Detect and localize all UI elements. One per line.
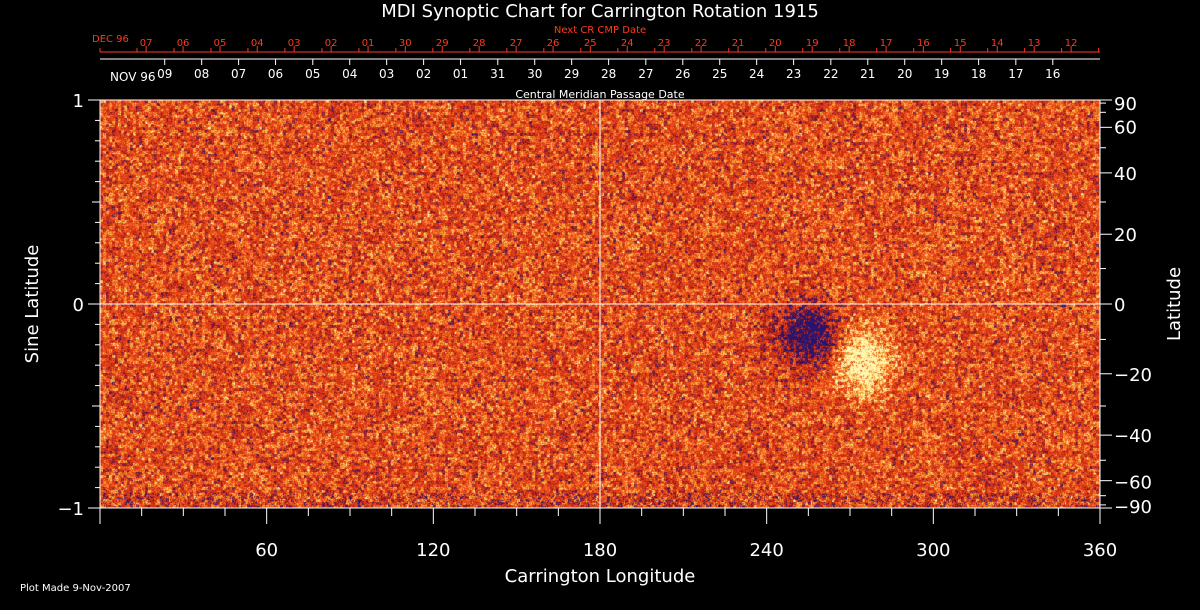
y-axis-right-tick-label: −40	[1114, 426, 1152, 447]
plot-made-note: Plot Made 9-Nov-2007	[20, 583, 131, 594]
date-axis-tick-label: 20	[897, 67, 912, 81]
date-axis-tick-label: 03	[379, 67, 394, 81]
y-axis-right-tick-label: 60	[1114, 117, 1137, 138]
x-axis-tick-label: 60	[255, 540, 278, 561]
y-axis-right-tick-label: −90	[1114, 497, 1152, 518]
date-axis-tick-label: 05	[305, 67, 320, 81]
y-axis-right-tick-label: 0	[1114, 295, 1125, 316]
y-axis-right-label: Latitude	[1164, 267, 1185, 341]
top-axis-tick-label: 06	[177, 38, 190, 49]
top-axis-tick-label: 03	[288, 38, 301, 49]
top-axis-tick-label: 24	[621, 38, 634, 49]
chart-title: MDI Synoptic Chart for Carrington Rotati…	[381, 1, 819, 22]
y-axis-left-label: Sine Latitude	[22, 245, 43, 364]
date-axis-tick-label: 01	[453, 67, 468, 81]
date-axis-tick-label: 18	[971, 67, 986, 81]
top-axis-tick-label: 12	[1065, 38, 1078, 49]
top-axis-tick-label: 14	[991, 38, 1004, 49]
date-axis-tick-label: 17	[1008, 67, 1023, 81]
date-axis-tick-label: 21	[860, 67, 875, 81]
top-axis-tick-label: 29	[436, 38, 449, 49]
date-axis-tick-label: 16	[1045, 67, 1060, 81]
y-axis-right-tick-label: 90	[1114, 94, 1137, 115]
top-axis-title: Next CR CMP Date	[554, 25, 646, 36]
x-axis-tick-label: 240	[749, 540, 783, 561]
date-axis-tick-label: 19	[934, 67, 949, 81]
x-axis-label: Carrington Longitude	[505, 566, 696, 587]
date-axis-tick-label: 25	[712, 67, 727, 81]
x-axis-tick-label: 180	[583, 540, 617, 561]
date-axis-month-label: NOV 96	[110, 70, 156, 84]
date-axis-tick-label: 23	[786, 67, 801, 81]
cmp-date-axis: 09 08 07 06 05 04 03 02 01 31 30 29 28 27 26 25 24 23 22 21…	[100, 58, 1100, 81]
date-axis-tick-label: 24	[749, 67, 764, 81]
date-axis-tick-label: 30	[527, 67, 542, 81]
date-axis-tick-label: 09	[157, 67, 172, 81]
y-axis-right-tick-label: −20	[1114, 365, 1152, 386]
top-axis-tick-label: 05	[214, 38, 227, 49]
y-axis-left-tick-label: 0	[73, 295, 84, 316]
y-axis-left: 1 0 −1	[57, 91, 100, 520]
date-axis-title: Central Meridian Passage Date	[515, 88, 684, 101]
top-axis-tick-label: 19	[806, 38, 819, 49]
date-axis-tick-label: 29	[564, 67, 579, 81]
top-axis-tick-label: 02	[325, 38, 338, 49]
top-axis-tick-label: 04	[251, 38, 264, 49]
top-date-axis: 07 06 05 04 03 02 01 30 29 28 27 26 25 24 23 22 21 20 19 18…	[99, 38, 1100, 53]
y-axis-left-tick-label: 1	[73, 91, 84, 112]
top-axis-tick-label: 22	[695, 38, 708, 49]
top-axis-tick-label: 25	[584, 38, 597, 49]
top-axis-tick-label: 27	[510, 38, 523, 49]
date-axis-tick-label: 08	[194, 67, 209, 81]
top-axis-tick-label: 30	[399, 38, 412, 49]
top-axis-tick-label: 15	[954, 38, 967, 49]
date-axis-tick-label: 31	[490, 67, 505, 81]
x-axis-tick-label: 360	[1083, 540, 1117, 561]
y-axis-right-tick-label: 40	[1114, 164, 1137, 185]
date-axis-tick-label: 22	[823, 67, 838, 81]
top-axis-tick-label: 26	[547, 38, 560, 49]
top-axis-tick-label: 28	[473, 38, 486, 49]
top-axis-tick-label: 01	[362, 38, 375, 49]
date-axis-tick-label: 07	[231, 67, 246, 81]
top-axis-tick-label: 13	[1028, 38, 1041, 49]
top-axis-tick-label: 07	[140, 38, 153, 49]
x-axis-tick-label: 120	[416, 540, 450, 561]
top-axis-tick-label: 18	[843, 38, 856, 49]
top-axis-tick-label: 16	[917, 38, 930, 49]
date-axis-tick-label: 26	[675, 67, 690, 81]
x-axis-tick-label: 300	[916, 540, 950, 561]
top-axis-tick-label: 17	[880, 38, 893, 49]
top-axis-tick-label: 23	[658, 38, 671, 49]
top-axis-month-label: DEC 96	[92, 34, 129, 45]
date-axis-tick-label: 04	[342, 67, 357, 81]
top-axis-tick-label: 20	[769, 38, 782, 49]
date-axis-tick-label: 27	[638, 67, 653, 81]
date-axis-tick-label: 06	[268, 67, 283, 81]
top-axis-tick-label: 21	[732, 38, 745, 49]
x-axis: 60 120 180 240 300 360	[99, 508, 1117, 561]
date-axis-tick-label: 28	[601, 67, 616, 81]
y-axis-right-tick-label: −60	[1114, 473, 1152, 494]
y-axis-right-tick-label: 20	[1114, 225, 1137, 246]
y-axis-left-tick-label: −1	[57, 499, 84, 520]
date-axis-tick-label: 02	[416, 67, 431, 81]
